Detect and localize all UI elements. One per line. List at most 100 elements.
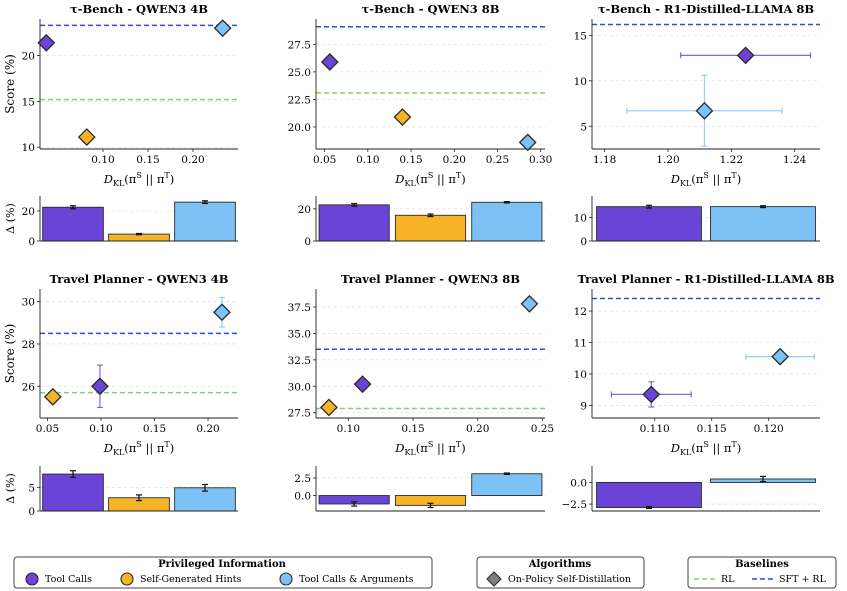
- panel-5-xlabel-part-2: (π: [416, 441, 428, 455]
- panel-5-title: Travel Planner - QWEN3 8B: [341, 272, 520, 286]
- panel-2-delta-bar-tool-calls: [318, 204, 390, 242]
- panel-3-title: τ-Bench - R1-Distilled-LLAMA 8B: [598, 2, 815, 16]
- panel-2: τ-Bench - QWEN3 8B 20.0 22.5 25.0 27.5 0.05 0.…: [288, 2, 553, 248]
- legend-self-hints-marker: [120, 572, 134, 586]
- panel-4-xtick-label-1: 0.10: [89, 423, 112, 435]
- panel-3-xlabel-part-5: T: [731, 171, 737, 180]
- panel-4-xlabel-part-3: S: [136, 440, 141, 449]
- panel-4-xlabel-part-0: D: [103, 441, 113, 455]
- panel-5-xlabel-part-3: S: [428, 440, 433, 449]
- panel-4-ytick-label-2: 30: [22, 297, 35, 309]
- panel-4-delta-bar-tool-calls: [42, 473, 104, 512]
- panel-6-xlabel-part-0: D: [670, 441, 680, 455]
- panel-6-xlabel-part-5: T: [731, 440, 737, 449]
- panel-6-delta-ytick-label-1: 0.0: [570, 477, 587, 489]
- panel-2-xtick-label-0: 0.05: [313, 154, 336, 166]
- panel-1-xtick-label-0: 0.10: [91, 154, 114, 166]
- panel-2-delta-chart: 0 20: [298, 196, 545, 248]
- panel-2-xlabel-part-3: S: [428, 171, 433, 180]
- panel-2-xlabel-part-1: KL: [404, 179, 416, 188]
- panel-3-xtick-label-0: 1.18: [593, 154, 616, 166]
- panel-2-xlabel-part-4: || π: [433, 172, 456, 187]
- panel-1-delta-bar-tool-args: [174, 201, 236, 242]
- panel-1-xlabel-part-2: (π: [124, 172, 136, 186]
- panel-4-xlabel-part-5: T: [164, 440, 170, 449]
- panel-1-delta-ytick-label-0: 0: [28, 236, 35, 248]
- panel-3-delta-ytick-label-0: 0: [580, 236, 587, 248]
- panel-3-xlabel: DKL(πS || πT): [670, 171, 742, 188]
- panel-2-title: τ-Bench - QWEN3 8B: [362, 2, 500, 16]
- panel-3-xlabel-part-0: D: [670, 172, 680, 186]
- panel-6-title: Travel Planner - R1-Distilled-LLAMA 8B: [577, 272, 834, 286]
- panel-5-xtick-label-3: 0.25: [531, 423, 554, 435]
- panel-3-xtick-label-3: 1.24: [783, 154, 807, 166]
- legend-algorithms-title: Algorithms: [528, 559, 592, 570]
- panel-2-xtick-label-2: 0.15: [399, 154, 422, 166]
- panel-6-xlabel: DKL(πS || πT): [670, 440, 742, 457]
- panel-5-delta-chart: 0.0 2.5: [294, 466, 545, 512]
- panel-1-delta-ytick-label-1: 20: [22, 206, 35, 218]
- panel-4: Travel Planner - QWEN3 4B 26 28 30 0.05 0.10 0…: [3, 272, 238, 518]
- panel-6-ytick-label-1: 10: [574, 369, 587, 381]
- panel-6-xtick-label-2: 0.120: [754, 423, 784, 435]
- panel-3-xlabel-part-2: (π: [691, 172, 703, 186]
- panel-1-xlabel-part-4: || π: [142, 172, 165, 187]
- panel-5-delta-ytick-label-1: 2.5: [294, 473, 311, 485]
- legend-tool-calls-marker: [25, 572, 39, 586]
- panel-4-self-hints-point: [43, 387, 62, 406]
- panel-3-xtick-label-2: 1.22: [720, 154, 743, 166]
- panel-5-delta-bar-tool-args: [471, 473, 543, 496]
- panel-5-self-hints-point: [320, 398, 338, 417]
- panel-3-ytick-label-0: 5: [580, 121, 587, 133]
- panel-5-tool-args-point: [520, 294, 539, 313]
- panel-5-xlabel-part-1: KL: [404, 448, 416, 457]
- panel-6-xlabel-part-2: (π: [691, 441, 703, 455]
- panel-3-delta-bar-tool-calls: [596, 206, 702, 242]
- panel-4-ylabel: Score (%): [3, 324, 17, 384]
- legend-algorithms: Algorithms On-Policy Self-Distillation: [476, 556, 645, 589]
- panel-2-delta-ytick-label-1: 20: [298, 204, 311, 216]
- panel-1-xtick-label-2: 0.20: [181, 154, 204, 166]
- legend-sft-rl-label: SFT + RL: [779, 574, 827, 585]
- panel-1-ytick-label-0: 10: [22, 142, 35, 154]
- panel-6-delta-bar-tool-calls: [596, 481, 702, 508]
- panel-5: Travel Planner - QWEN3 8B 27.5 30.0 32.5 35.…: [288, 272, 554, 512]
- panel-1-delta-chart: 0 20 Δ (%): [4, 196, 238, 248]
- panel-6-delta-ytick-label-0: −2.5: [562, 499, 588, 511]
- panel-2-xlabel-part-2: (π: [416, 172, 428, 186]
- panel-2-delta-ytick-label-0: 0: [304, 236, 311, 248]
- panel-2-xlabel-part-5: T: [456, 171, 462, 180]
- panel-3-xlabel-part-4: || π: [709, 172, 732, 187]
- panel-5-xlabel: DKL(πS || πT): [394, 440, 466, 457]
- panel-4-xlabel: DKL(πS || πT): [103, 440, 175, 457]
- panel-2-ytick-label-0: 20.0: [288, 122, 311, 134]
- legend-baselines: Baselines RL SFT + RL: [687, 556, 837, 589]
- panel-6-xtick-label-1: 0.115: [697, 423, 727, 435]
- legend-privileged-frame: [13, 556, 433, 589]
- panel-6-ytick-label-2: 11: [574, 337, 587, 349]
- panel-4-xlabel-part-2: (π: [124, 441, 136, 455]
- panel-5-xtick-label-1: 0.15: [401, 423, 424, 435]
- panel-1-xtick-label-1: 0.15: [136, 154, 159, 166]
- legend-tool-args-marker: [279, 572, 293, 586]
- panel-3-delta-bar-tool-args: [710, 206, 816, 242]
- panel-5-ytick-label-1: 30.0: [288, 381, 311, 393]
- panel-1-delta-ylabel: Δ (%): [4, 203, 17, 233]
- panel-2-ytick-label-2: 25.0: [288, 67, 311, 79]
- panel-4-xlabel-part-6: ): [170, 441, 175, 455]
- panel-1-title: τ-Bench - QWEN3 4B: [70, 2, 208, 16]
- legend-tool-args-label: Tool Calls & Arguments: [299, 574, 414, 585]
- legend-algorithms-frame: [476, 556, 645, 589]
- panel-3-xlabel-part-1: KL: [680, 179, 692, 188]
- panel-1-delta-bar-tool-calls: [42, 206, 104, 242]
- legend-rl-label: RL: [721, 574, 735, 585]
- panel-1-xlabel-part-3: S: [136, 171, 141, 180]
- panel-1-xlabel-part-1: KL: [113, 179, 125, 188]
- panel-2-self-hints-point: [393, 108, 412, 126]
- panel-5-xlabel-part-4: || π: [433, 441, 456, 456]
- legend-osd-label: On-Policy Self-Distillation: [508, 574, 631, 585]
- panel-6-tool-calls-point: [642, 385, 661, 404]
- panel-1-xlabel-part-0: D: [103, 172, 113, 186]
- panel-1-tool-calls-point: [37, 33, 56, 52]
